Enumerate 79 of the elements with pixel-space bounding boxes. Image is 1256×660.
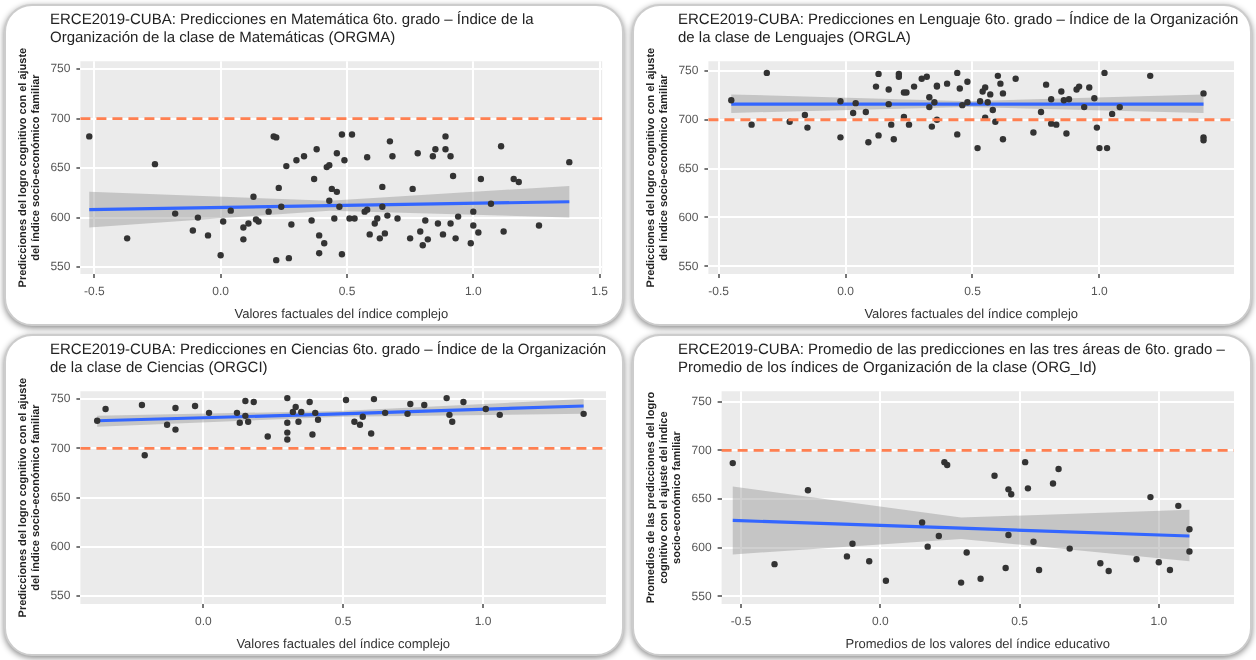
point <box>407 400 414 408</box>
point <box>236 419 243 426</box>
point <box>172 426 179 433</box>
point <box>1002 564 1009 572</box>
point <box>1105 567 1112 575</box>
point <box>205 409 213 417</box>
point <box>935 532 943 540</box>
point <box>1186 548 1193 555</box>
point <box>991 472 998 479</box>
point <box>1147 493 1154 501</box>
point <box>233 409 241 417</box>
point <box>381 409 389 417</box>
point <box>138 401 146 409</box>
point <box>882 577 890 584</box>
point <box>1005 531 1012 539</box>
point <box>163 421 171 428</box>
point <box>284 436 291 443</box>
point <box>443 394 450 402</box>
point <box>1055 465 1062 473</box>
point <box>1049 480 1057 487</box>
point <box>314 416 322 423</box>
point <box>284 429 291 436</box>
point <box>1024 485 1032 492</box>
point <box>1133 556 1140 563</box>
point <box>172 404 179 412</box>
point <box>446 411 453 419</box>
point <box>918 519 926 526</box>
point <box>1021 458 1029 466</box>
point <box>367 430 375 437</box>
point <box>1030 538 1037 546</box>
point <box>957 579 965 586</box>
point <box>242 412 249 420</box>
point <box>359 413 366 421</box>
point <box>306 398 313 406</box>
point <box>312 409 319 417</box>
point <box>1155 559 1163 566</box>
point <box>191 402 199 410</box>
point <box>771 560 778 568</box>
point <box>963 549 970 556</box>
point <box>1175 502 1182 510</box>
point <box>342 396 350 404</box>
point <box>580 410 587 418</box>
point <box>1005 486 1012 493</box>
point <box>356 421 364 428</box>
point <box>460 398 467 406</box>
point <box>449 418 456 425</box>
point <box>289 408 297 416</box>
point <box>264 433 271 440</box>
point <box>924 543 931 550</box>
point <box>370 395 378 403</box>
point <box>404 410 411 418</box>
point <box>244 418 252 425</box>
point <box>1008 491 1015 498</box>
point <box>421 401 428 409</box>
point <box>849 540 856 547</box>
point <box>292 403 299 411</box>
point <box>729 459 736 467</box>
point <box>1166 566 1174 574</box>
point <box>298 408 305 416</box>
point <box>804 487 812 494</box>
point <box>309 431 316 438</box>
point <box>141 452 148 459</box>
point <box>482 405 489 413</box>
point <box>284 419 291 426</box>
point <box>1186 525 1193 533</box>
point <box>1035 566 1043 574</box>
point <box>1066 545 1073 552</box>
point <box>295 418 302 425</box>
point <box>496 411 503 419</box>
point <box>242 397 249 405</box>
point <box>284 394 291 402</box>
point <box>1097 559 1104 567</box>
point <box>843 553 851 560</box>
point <box>102 405 109 413</box>
point <box>250 398 257 406</box>
point <box>977 575 984 582</box>
point <box>351 418 358 425</box>
point <box>93 417 101 424</box>
point <box>866 558 873 565</box>
